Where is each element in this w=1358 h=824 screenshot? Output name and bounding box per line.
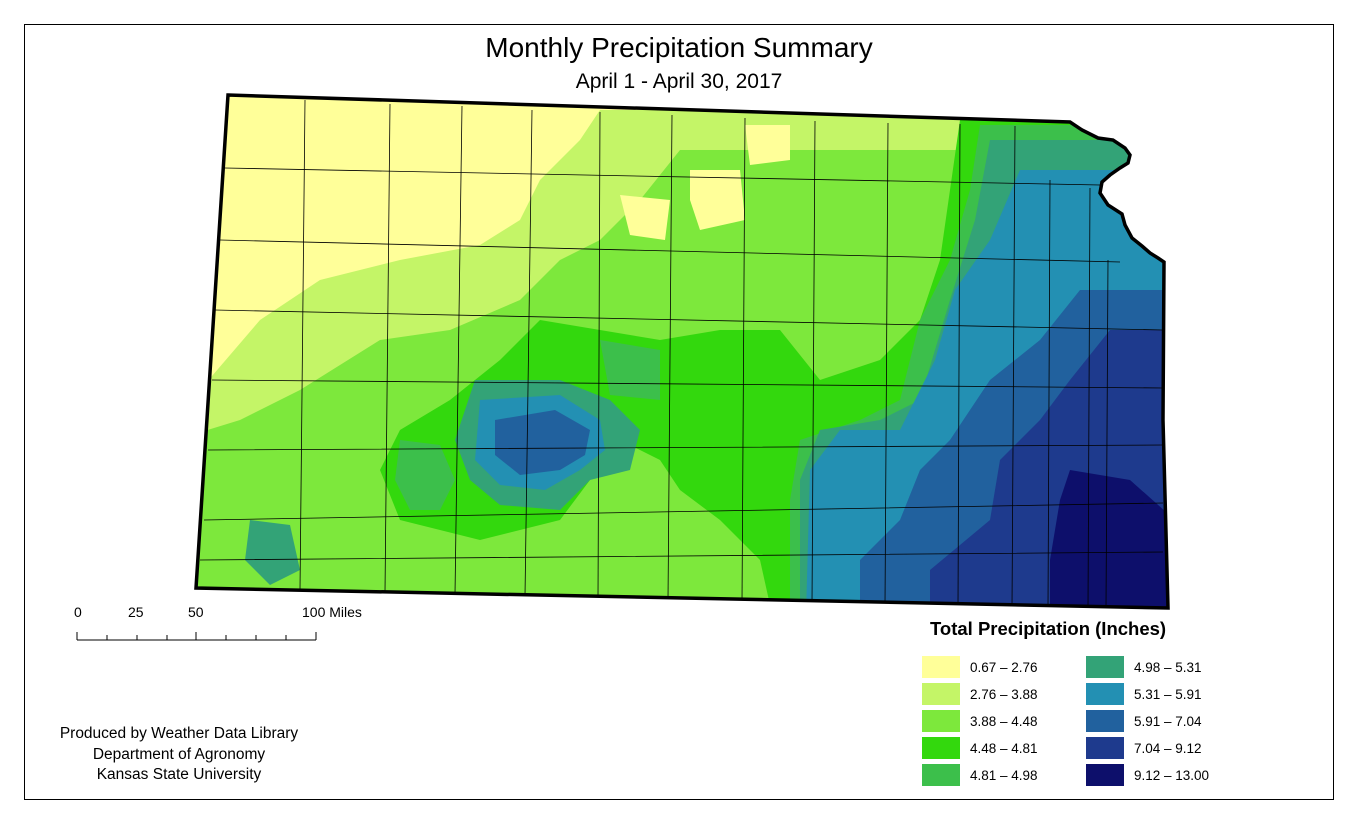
legend-label: 0.67 – 2.76 xyxy=(970,659,1038,675)
credit-block: Produced by Weather Data Library Departm… xyxy=(20,724,338,786)
legend-label: 3.88 – 4.48 xyxy=(970,713,1038,729)
scale-ruler xyxy=(76,632,317,641)
scale-label-25: 25 xyxy=(128,604,144,620)
legend: 0.67 – 2.76 2.76 – 3.88 3.88 – 4.48 4.48 – … xyxy=(922,656,1242,796)
legend-item: 9.12 – 13.00 xyxy=(1086,764,1209,786)
precipitation-zones xyxy=(196,95,1168,608)
county-boundaries xyxy=(199,99,1164,608)
scale-label-50: 50 xyxy=(188,604,204,620)
legend-item: 4.48 – 4.81 xyxy=(922,737,1038,759)
legend-item: 0.67 – 2.76 xyxy=(922,656,1038,678)
kansas-state-outline xyxy=(194,93,1170,610)
legend-swatch xyxy=(1086,656,1124,678)
legend-swatch xyxy=(1086,683,1124,705)
legend-title: Total Precipitation (Inches) xyxy=(930,618,1167,639)
credit-line-1: Produced by Weather Data Library xyxy=(59,725,299,742)
legend-swatch xyxy=(1086,710,1124,732)
legend-swatch xyxy=(922,710,960,732)
scale-label-100: 100 Miles xyxy=(302,604,362,620)
credit-line-2: Department of Agronomy xyxy=(92,745,266,763)
legend-label: 4.81 – 4.98 xyxy=(970,767,1038,783)
credit-line-3: Kansas State University xyxy=(96,766,262,783)
legend-label: 4.98 – 5.31 xyxy=(1134,659,1202,675)
legend-label: 2.76 – 3.88 xyxy=(970,686,1038,702)
legend-swatch xyxy=(922,764,960,786)
legend-swatch xyxy=(922,737,960,759)
legend-label: 5.31 – 5.91 xyxy=(1134,686,1202,702)
legend-item: 4.98 – 5.31 xyxy=(1086,656,1202,678)
map-title: Monthly Precipitation Summary xyxy=(485,32,873,63)
legend-item: 5.91 – 7.04 xyxy=(1086,710,1202,732)
map-subtitle: April 1 - April 30, 2017 xyxy=(575,70,783,93)
scale-label-0: 0 xyxy=(74,604,82,620)
legend-label: 4.48 – 4.81 xyxy=(970,740,1038,756)
legend-label: 9.12 – 13.00 xyxy=(1134,767,1210,783)
legend-label: 5.91 – 7.04 xyxy=(1134,713,1202,729)
legend-item: 5.31 – 5.91 xyxy=(1086,683,1202,705)
legend-label: 7.04 – 9.12 xyxy=(1134,740,1202,756)
scale-bar: 0 25 50 100 Miles xyxy=(60,604,380,654)
map-frame xyxy=(24,24,1334,800)
legend-item: 3.88 – 4.48 xyxy=(922,710,1038,732)
legend-swatch xyxy=(922,656,960,678)
legend-item: 7.04 – 9.12 xyxy=(1086,737,1202,759)
legend-swatch xyxy=(1086,764,1124,786)
legend-item: 2.76 – 3.88 xyxy=(922,683,1038,705)
legend-item: 4.81 – 4.98 xyxy=(922,764,1038,786)
legend-swatch xyxy=(1086,737,1124,759)
legend-swatch xyxy=(922,683,960,705)
